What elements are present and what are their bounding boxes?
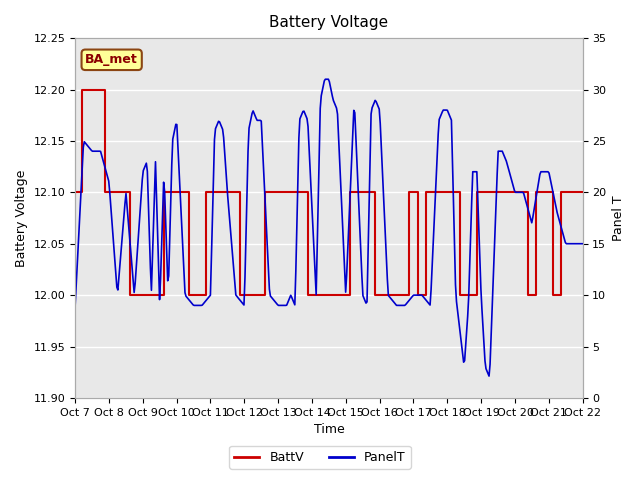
X-axis label: Time: Time — [314, 423, 344, 436]
Title: Battery Voltage: Battery Voltage — [269, 15, 388, 30]
Y-axis label: Battery Voltage: Battery Voltage — [15, 169, 28, 267]
Text: BA_met: BA_met — [85, 53, 138, 66]
Y-axis label: Panel T: Panel T — [612, 195, 625, 241]
Legend: BattV, PanelT: BattV, PanelT — [229, 446, 411, 469]
